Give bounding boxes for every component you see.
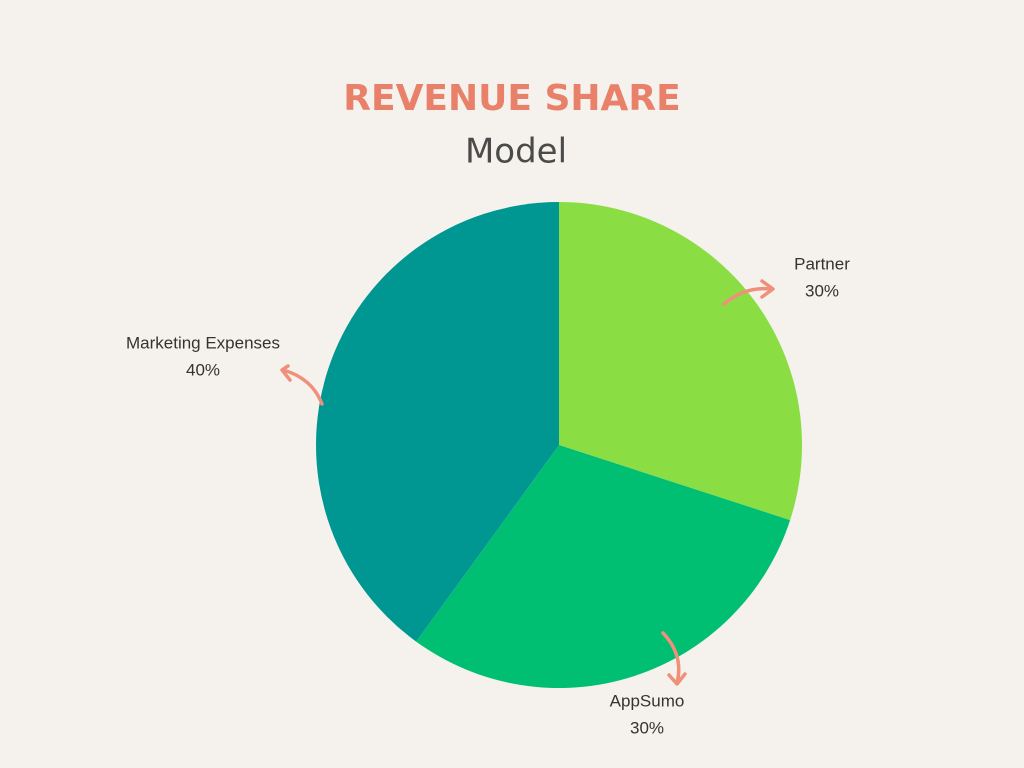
pie [316,202,802,688]
arrowhead [280,364,292,382]
pie-slice [416,445,791,688]
chart-subtitle: Model [465,132,567,172]
slice-value-label: 40% [186,360,220,379]
slice-label: AppSumo [610,691,685,710]
arrows [280,279,775,686]
slice-label: Marketing Expenses [126,333,280,352]
slice-value-label: 30% [805,281,839,300]
pie-slice [316,202,559,642]
arrowhead [667,672,687,686]
chart-title: REVENUE SHARE [343,78,680,119]
arrow [722,286,774,306]
arrow [661,631,681,685]
arrowhead [760,279,775,299]
slice-value-label: 30% [630,718,664,737]
arrow [281,368,324,406]
slice-label: Partner [794,254,850,273]
pie-slice [559,202,802,521]
